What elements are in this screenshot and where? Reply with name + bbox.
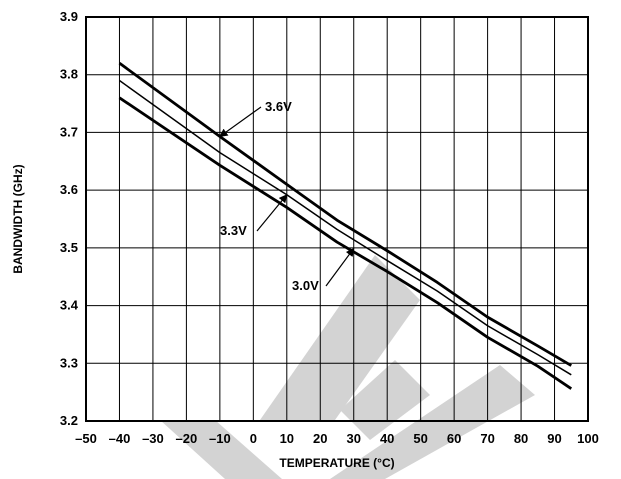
series-label-3-0V: 3.0V <box>292 278 319 293</box>
annotation-arrow <box>325 247 355 287</box>
series-lines <box>118 62 573 390</box>
x-tick-label: 70 <box>480 431 494 446</box>
series-annotations: 3.6V 3.3V 3.0V <box>219 99 355 293</box>
x-tick-label: 80 <box>514 431 528 446</box>
x-tick-label: –30 <box>142 431 164 446</box>
x-tick-label: 60 <box>447 431 461 446</box>
annotation-arrow <box>219 106 262 137</box>
x-tick-label: 90 <box>547 431 561 446</box>
y-tick-label: 3.8 <box>60 67 78 82</box>
x-tick-label: –50 <box>75 431 97 446</box>
plot-frame <box>85 16 589 422</box>
y-tick-label: 3.5 <box>60 240 78 255</box>
y-axis-title: BANDWIDTH (GHz) <box>11 164 25 273</box>
series-line-3-3V <box>119 79 572 376</box>
y-tick-label: 3.2 <box>60 413 78 428</box>
y-tick-labels: 3.2 3.3 3.4 3.5 3.6 3.7 3.8 3.9 <box>60 9 79 428</box>
series-label-3-6V: 3.6V <box>265 99 292 114</box>
y-tick-label: 3.7 <box>60 124 78 139</box>
watermark-shape <box>260 255 420 420</box>
x-tick-label: 50 <box>413 431 427 446</box>
y-tick-label: 3.4 <box>60 298 79 313</box>
y-tick-label: 3.6 <box>60 182 78 197</box>
x-tick-label: 20 <box>313 431 327 446</box>
x-tick-labels: –50 –40 –30 –20 –10 0 10 20 30 40 50 60 70 80 90 100 <box>75 431 599 446</box>
grid-lines <box>85 16 589 422</box>
x-tick-label: –40 <box>109 431 131 446</box>
annotation-arrow <box>256 194 288 232</box>
series-line-3-6V <box>118 62 572 367</box>
x-tick-label: 30 <box>346 431 360 446</box>
x-tick-label: 0 <box>250 431 257 446</box>
x-tick-label: –10 <box>209 431 231 446</box>
x-tick-label: 100 <box>577 431 599 446</box>
x-tick-label: 10 <box>280 431 294 446</box>
x-tick-label: 40 <box>380 431 394 446</box>
y-tick-label: 3.9 <box>60 9 78 24</box>
series-label-3-3V: 3.3V <box>220 223 247 238</box>
y-tick-label: 3.3 <box>60 355 78 370</box>
x-axis-title: TEMPERATURE (°C) <box>279 456 394 470</box>
x-tick-label: –20 <box>176 431 198 446</box>
series-line-3-0V <box>118 96 573 390</box>
watermark-shape <box>160 420 282 479</box>
